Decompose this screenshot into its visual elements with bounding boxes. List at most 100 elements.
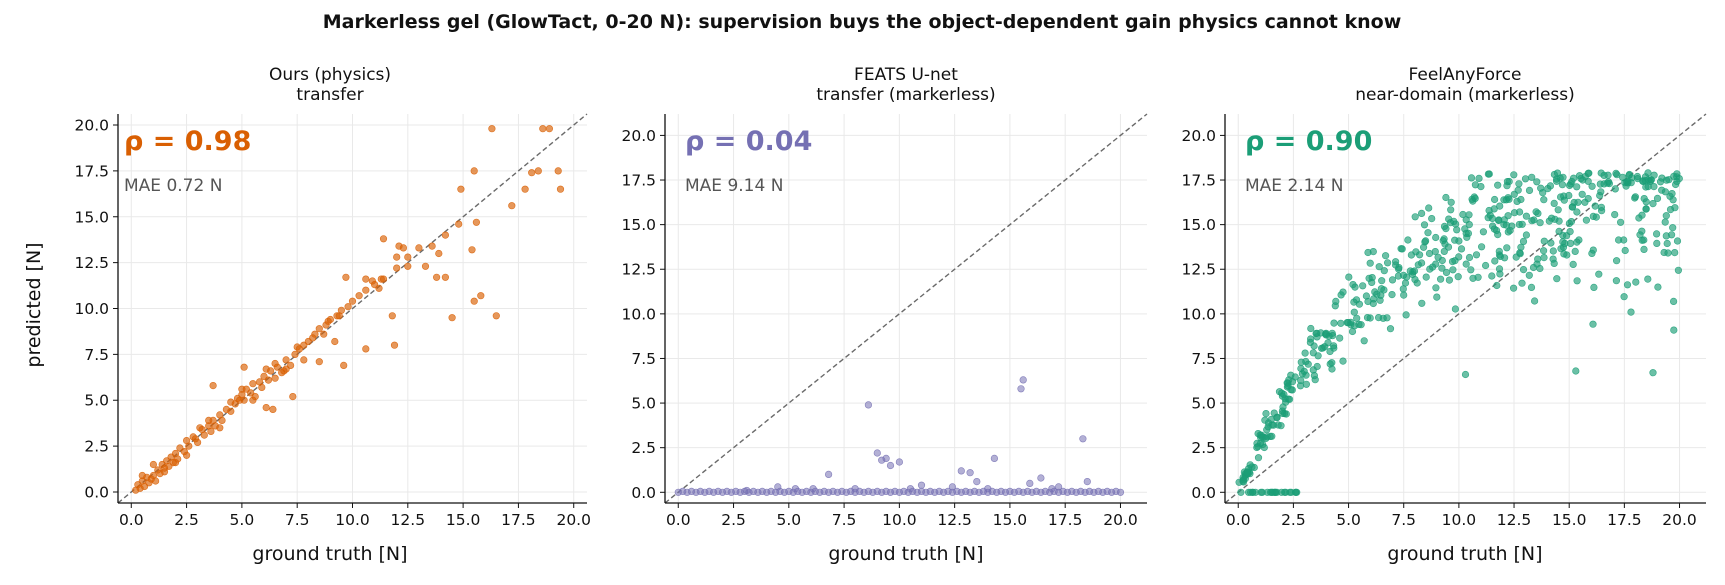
scatter-point	[375, 284, 383, 292]
x-tick-label: 0.0	[119, 511, 144, 529]
scatter-point	[1431, 248, 1439, 256]
scatter-point	[1253, 443, 1261, 452]
scatter-point	[1544, 185, 1552, 193]
scatter-point	[1589, 212, 1597, 220]
scatter-point	[1485, 206, 1493, 215]
scatter-point	[1378, 277, 1386, 285]
scatter-point	[1079, 435, 1087, 443]
scatter-point	[1597, 203, 1605, 211]
scatter-point	[1006, 487, 1014, 496]
scatter-point	[1536, 264, 1544, 273]
scatter-point	[1472, 251, 1481, 259]
scatter-point	[906, 485, 915, 493]
scatter-point	[457, 185, 465, 193]
scatter-point	[362, 286, 370, 294]
scatter-point	[1597, 188, 1605, 196]
scatter-point	[1578, 190, 1586, 198]
mae-annotation: MAE 9.14 N	[685, 176, 783, 196]
scatter-point	[539, 125, 547, 133]
scatter-point	[1550, 170, 1558, 179]
scatter-point	[824, 470, 833, 479]
scatter-point	[1591, 202, 1599, 210]
scatter-point	[1301, 349, 1309, 357]
scatter-point	[1573, 277, 1581, 285]
scatter-point	[1585, 169, 1593, 177]
x-tick-label: 7.5	[285, 511, 310, 529]
x-tick-label: 0.0	[1226, 511, 1251, 529]
scatter-point	[1620, 293, 1628, 301]
scatter-point	[1490, 225, 1498, 233]
scatter-point	[185, 442, 193, 450]
scatter-point	[1491, 257, 1499, 265]
y-axis-label: predicted [N]	[23, 242, 45, 367]
scatter-point	[1566, 239, 1575, 247]
scatter-point	[441, 231, 450, 239]
scatter-point	[1324, 339, 1332, 347]
grid	[665, 114, 1147, 503]
scatter-point	[774, 483, 782, 491]
grid	[1225, 114, 1706, 503]
scatter-point	[368, 277, 377, 285]
x-tick-label: 5.0	[230, 511, 255, 529]
scatter-point	[1669, 196, 1677, 204]
scatter-point	[679, 487, 687, 496]
scatter-point	[335, 312, 343, 320]
scatter-point	[1287, 386, 1295, 394]
scatter-point	[1519, 237, 1528, 245]
scatter-point	[1254, 454, 1263, 462]
scatter-point	[433, 273, 441, 281]
scatter-point	[1658, 174, 1666, 182]
scatter-point	[1539, 189, 1547, 197]
identity-line	[117, 113, 588, 504]
y-tick-label: 10.0	[621, 305, 656, 323]
scatter-point	[1363, 314, 1372, 322]
scatter-point	[1455, 237, 1463, 245]
scatter-point	[1398, 245, 1406, 253]
scatter-point	[1350, 298, 1358, 306]
scatter-point	[240, 363, 248, 371]
scatter-point	[1509, 284, 1518, 292]
scatter-point	[1522, 231, 1530, 239]
scatter-point	[238, 385, 246, 393]
scatter-point	[1565, 191, 1573, 200]
scatter-point	[1451, 305, 1459, 313]
scatter-point	[1555, 227, 1563, 235]
scatter-point	[1350, 308, 1358, 316]
scatter-point	[1549, 255, 1557, 263]
scatter-point	[149, 460, 157, 469]
scatter-point	[1522, 212, 1530, 220]
scatter-point	[1418, 299, 1426, 307]
x-tick-label: 12.5	[937, 511, 972, 529]
scatter-point	[404, 253, 412, 261]
scatter-point	[216, 424, 224, 432]
scatter-point	[1547, 214, 1556, 222]
scatter-point	[1514, 186, 1522, 194]
scatter-point	[1383, 314, 1391, 322]
scatter-point	[1653, 239, 1661, 247]
scatter-point	[1444, 243, 1453, 251]
scatter-point	[997, 487, 1005, 496]
scatter-point	[320, 330, 328, 338]
scatter-point	[1574, 198, 1582, 206]
scatter-point	[1388, 276, 1397, 284]
scatter-point	[1262, 410, 1270, 418]
scatter-point	[331, 337, 339, 346]
scatter-point	[984, 485, 992, 493]
scatter-point	[1374, 314, 1383, 322]
scatter-point	[973, 478, 981, 486]
scatter-point	[886, 461, 895, 470]
scatter-point	[470, 167, 478, 175]
scatter-point	[1616, 218, 1625, 226]
scatter-point	[1663, 239, 1671, 248]
scatter-point	[1449, 266, 1457, 274]
scatter-point	[1549, 247, 1557, 255]
panel-feats-unet: FEATS U-net transfer (markerless) 0.0 2.5…	[621, 65, 1148, 565]
panel-feelanyforce: FeelAnyForce near-domain (markerless) 0.…	[1181, 65, 1707, 565]
scatter-point	[749, 487, 758, 496]
scatter-point	[262, 365, 270, 373]
scatter-point	[1477, 183, 1485, 191]
scatter-point	[227, 398, 235, 406]
scatter-point	[1329, 342, 1338, 350]
scatter-point	[1661, 188, 1669, 196]
